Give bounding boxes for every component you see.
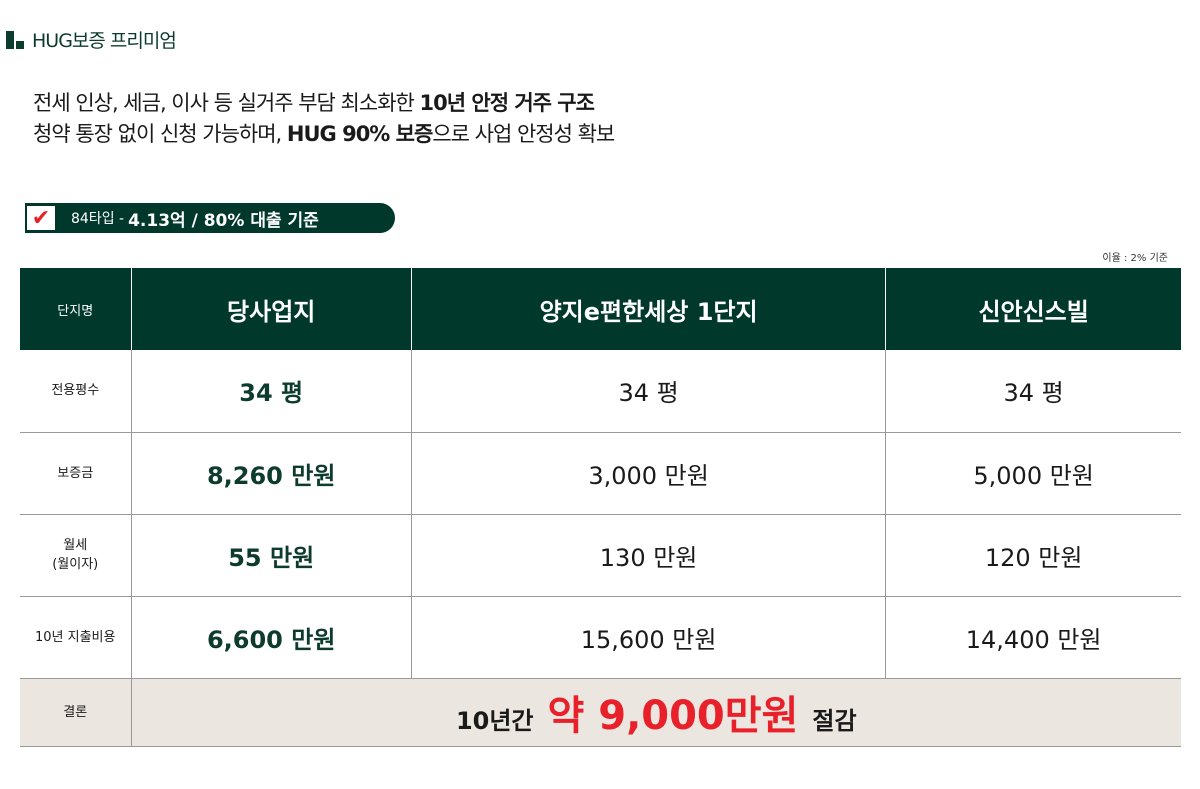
checkmark-icon: ✔ xyxy=(27,206,55,231)
conclusion-cell: 10년간 약 9,000만원 절감 xyxy=(130,678,1181,747)
table-cell: 34 평 xyxy=(410,350,886,433)
header-label: 단지명 xyxy=(20,268,131,350)
header-yangji: 양지e편한세상 1단지 xyxy=(410,268,886,350)
conclusion-post: 절감 xyxy=(812,707,857,735)
pill-type: 84타입 - xyxy=(71,211,125,227)
table-cell: 15,600 만원 xyxy=(410,596,886,679)
pill-basis: 4.13억 / 80% 대출 기준 xyxy=(128,210,319,231)
table-cell: 120 만원 xyxy=(885,514,1181,597)
table-cell: 34 평 xyxy=(885,350,1181,433)
conclusion-row: 결론 10년간 약 9,000만원 절감 xyxy=(20,678,1181,747)
row-label: 월세 (월이자) xyxy=(20,514,131,597)
conclusion-pre: 10년간 xyxy=(455,707,534,735)
row-label: 전용평수 xyxy=(20,350,131,433)
row-label-text: 10년 지출비용 xyxy=(35,629,116,645)
rate-note: 이율 : 2% 기준 xyxy=(1102,253,1168,264)
row-label-text: 전용평수 xyxy=(51,383,100,399)
intro-line2: 청약 통장 없이 신청 가능하며, xyxy=(33,122,287,146)
intro-line1: 전세 인상, 세금, 이사 등 실거주 부담 최소화한 xyxy=(33,91,420,115)
header-our-site: 당사업지 xyxy=(130,268,412,350)
intro-line2-bold: HUG 90% 보증 xyxy=(286,122,433,146)
row-label: 10년 지출비용 xyxy=(20,596,131,679)
table-cell: 14,400 만원 xyxy=(885,596,1181,679)
table-cell: 8,260 만원 xyxy=(130,432,412,515)
table-row: 월세 (월이자) 55 만원 130 만원 120 만원 xyxy=(20,514,1181,597)
table-cell: 5,000 만원 xyxy=(885,432,1181,515)
intro-line1-bold: 10년 안정 거주 구조 xyxy=(419,91,595,115)
row-label: 보증금 xyxy=(20,432,131,515)
table-cell: 6,600 만원 xyxy=(130,596,412,679)
row-label-sub: (월이자) xyxy=(52,557,99,572)
conclusion-label: 결론 xyxy=(20,678,131,747)
table-cell: 34 평 xyxy=(130,350,412,433)
brand-header: HUG보증 프리미엄 xyxy=(6,26,177,53)
brand-title: HUG보증 프리미엄 xyxy=(32,30,177,52)
header-sinan: 신안신스빌 xyxy=(885,268,1181,350)
table-cell: 130 만원 xyxy=(410,514,886,597)
intro-line2-end: 으로 사업 안정성 확보 xyxy=(432,122,615,146)
table-row: 보증금 8,260 만원 3,000 만원 5,000 만원 xyxy=(20,432,1181,515)
intro-text: 전세 인상, 세금, 이사 등 실거주 부담 최소화한 10년 안정 거주 구조… xyxy=(33,88,615,150)
table-cell: 3,000 만원 xyxy=(410,432,886,515)
table-cell: 55 만원 xyxy=(130,514,412,597)
basis-pill: ✔ 84타입 - 4.13억 / 80% 대출 기준 xyxy=(25,203,395,233)
conclusion-highlight: 약 9,000만원 xyxy=(547,693,799,739)
table-row: 10년 지출비용 6,600 만원 15,600 만원 14,400 만원 xyxy=(20,596,1181,679)
logo-icon xyxy=(6,30,24,49)
row-label-text: 보증금 xyxy=(57,465,94,481)
row-label-text: 월세 xyxy=(63,538,88,553)
table-row: 전용평수 34 평 34 평 34 평 xyxy=(20,350,1181,433)
